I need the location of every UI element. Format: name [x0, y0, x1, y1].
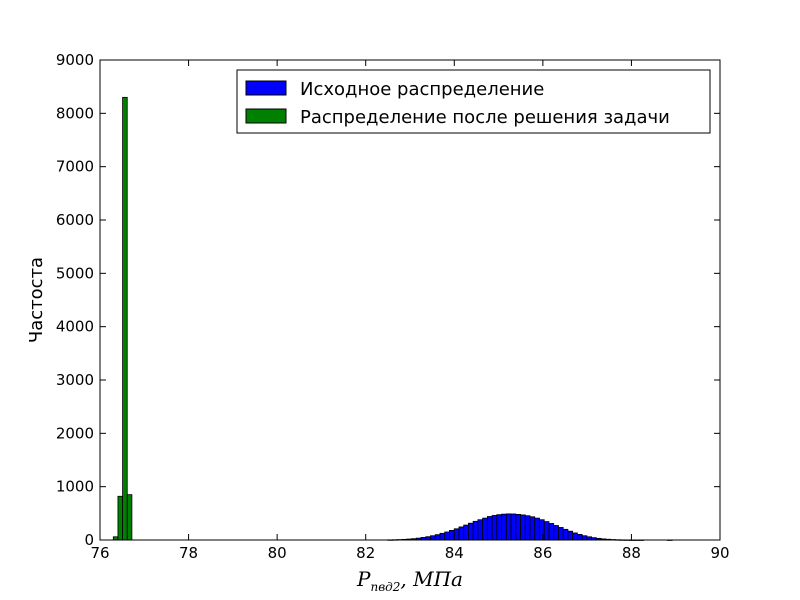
histogram-bar-original: [548, 523, 555, 541]
legend: Исходное распределение Распределение пос…: [236, 69, 711, 134]
histogram-bar-original: [515, 514, 521, 541]
histogram-bar-after: [122, 96, 128, 541]
y-tick-label: 5000: [56, 264, 94, 282]
histogram-bar-original: [520, 514, 526, 541]
x-axis-label-unit: МПа: [412, 567, 463, 591]
x-tick-label: 82: [356, 544, 375, 562]
x-tick-label: 76: [90, 544, 109, 562]
histogram-bar-original: [482, 517, 488, 541]
y-axis-label: Частоста: [26, 257, 47, 343]
histogram-bar-original: [453, 528, 460, 541]
histogram-bar-original: [581, 535, 588, 541]
histogram-bar-original: [524, 515, 531, 541]
histogram-bar-original: [529, 516, 536, 541]
y-tick-label: 4000: [56, 318, 94, 336]
histogram-bar-original: [477, 519, 484, 541]
series-after-bars: [112, 96, 133, 541]
x-tick-label: 84: [445, 544, 464, 562]
y-tick-label: 3000: [56, 371, 94, 389]
histogram-bar-original: [496, 514, 502, 541]
y-tick-label: 2000: [56, 424, 94, 442]
histogram-bar-original: [430, 535, 436, 541]
histogram-bar-original: [463, 524, 469, 541]
histogram-bar-original: [510, 513, 517, 541]
histogram-bar-original: [572, 532, 578, 541]
legend-label-after: Распределение после решения задачи: [300, 107, 670, 128]
histogram-bar-original: [567, 530, 574, 541]
histogram-bar-original: [486, 516, 493, 541]
y-tick-label: 7000: [56, 158, 94, 176]
histogram-bar-original: [577, 534, 583, 541]
histogram-bar-original: [558, 527, 564, 541]
x-axis-label-subscript: пвд2: [370, 580, 400, 594]
histogram-bar-original: [491, 515, 498, 541]
histogram-bar-original: [472, 520, 479, 541]
x-tick-label: 90: [710, 544, 729, 562]
histogram-bar-original: [534, 517, 540, 541]
x-axis-label-symbol: P: [356, 567, 371, 591]
histogram-bar-original: [468, 522, 474, 541]
legend-box: [236, 69, 711, 134]
histogram-bar-original: [444, 531, 450, 541]
y-tick-label: 8000: [56, 104, 94, 122]
legend-swatch-after: [245, 108, 287, 124]
plot-area: [99, 59, 721, 541]
histogram-bar-original: [553, 525, 559, 541]
y-tick-label: 9000: [56, 51, 94, 69]
histogram-bar-original: [458, 526, 465, 541]
legend-swatch-original: [245, 80, 287, 96]
histogram-bar-after: [117, 495, 123, 541]
y-axis: 0 1000 2000 3000 4000 5000 6000 7000 8000 9000: [56, 51, 720, 549]
histogram-bar-after: [126, 494, 133, 541]
histogram-bar-original: [449, 530, 455, 541]
histogram-bar-original: [543, 521, 550, 541]
y-tick-label: 6000: [56, 211, 94, 229]
histogram-bar-original: [505, 513, 512, 541]
y-tick-label: 1000: [56, 478, 94, 496]
legend-label-original: Исходное распределение: [300, 79, 544, 100]
x-axis-label: Pпвд2, МПа: [356, 567, 463, 594]
x-tick-label: 80: [268, 544, 287, 562]
x-axis-label-separator: ,: [400, 567, 413, 591]
y-tick-label: 0: [84, 531, 94, 549]
x-tick-label: 78: [179, 544, 198, 562]
series-original-bars: [387, 513, 673, 541]
histogram-bar-original: [434, 534, 441, 541]
histogram-bar-original: [562, 528, 569, 541]
x-axis: 76 78 80 82 84 86 88 90: [90, 60, 730, 562]
x-tick-label: 88: [622, 544, 641, 562]
histogram-bar-original: [539, 519, 545, 541]
histogram-bar-original: [439, 532, 446, 541]
histogram-bar-original: [501, 513, 507, 541]
x-tick-label: 86: [533, 544, 552, 562]
